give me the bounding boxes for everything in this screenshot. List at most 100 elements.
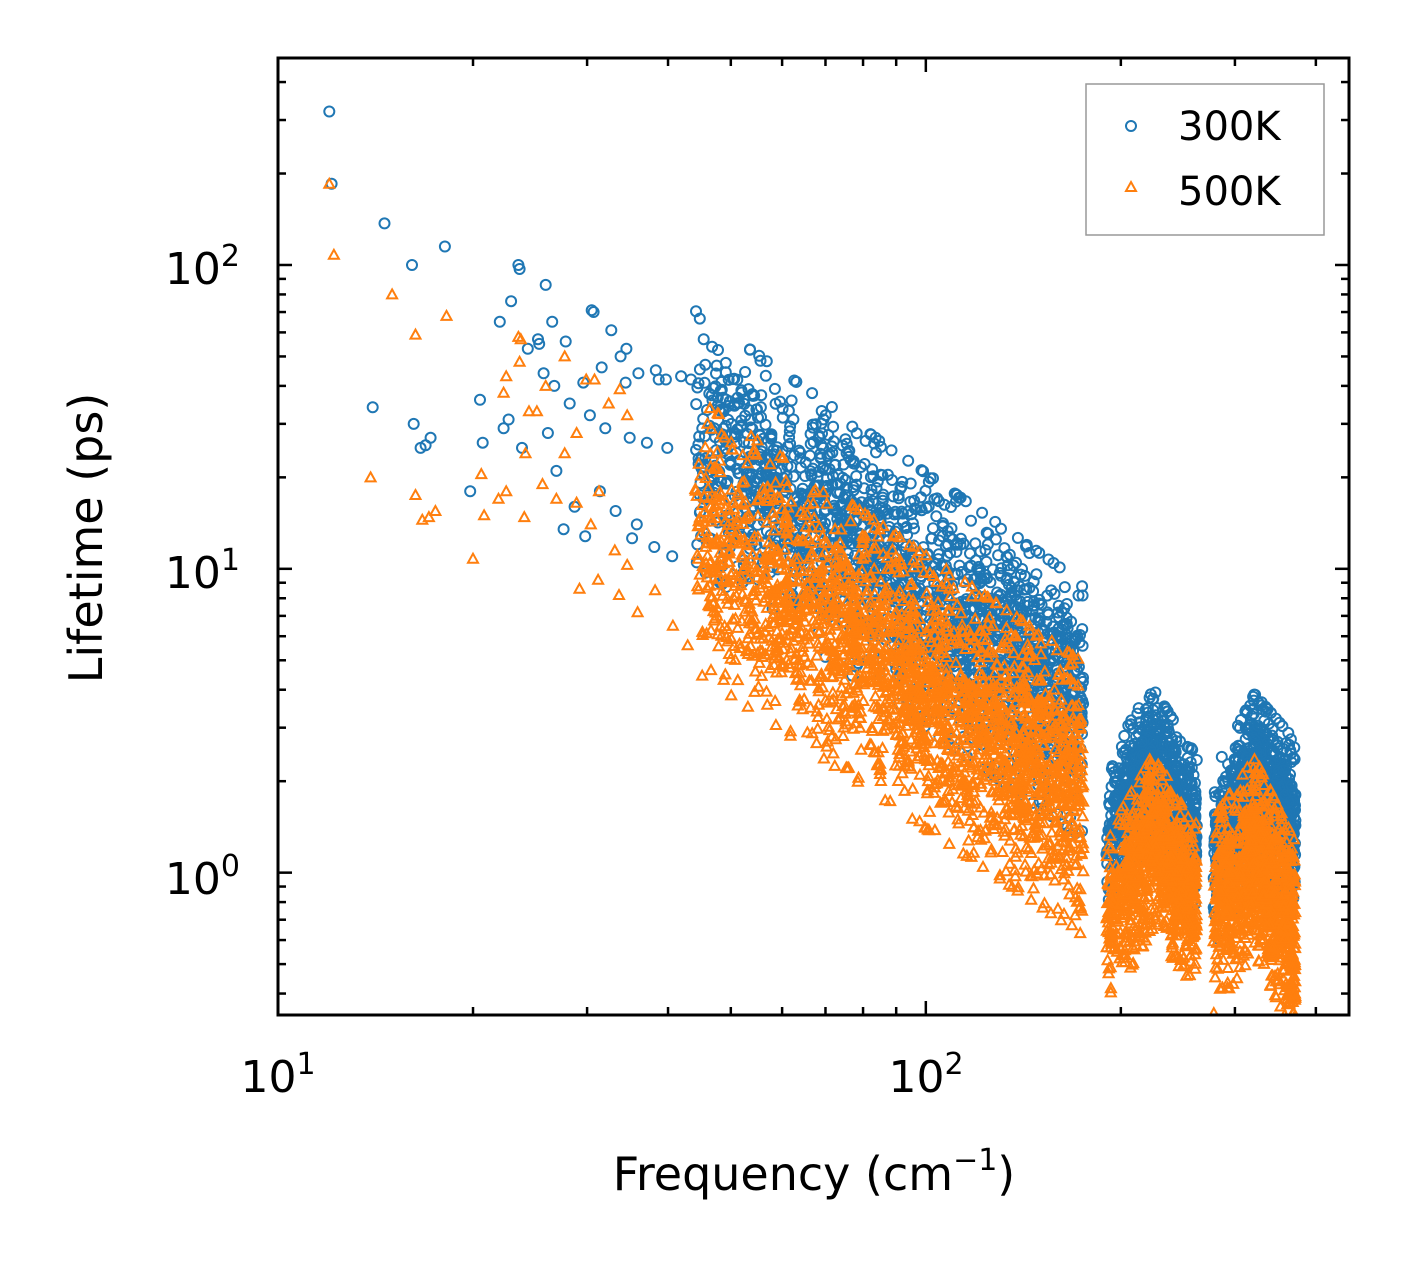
data-point	[406, 259, 418, 271]
data-point	[751, 476, 764, 489]
data-point	[721, 476, 733, 489]
data-point	[827, 420, 840, 433]
data-point	[1051, 744, 1066, 757]
data-point	[731, 423, 744, 436]
data-point	[913, 767, 927, 780]
data-point	[1269, 755, 1282, 767]
data-point	[1276, 720, 1289, 733]
data-point	[585, 304, 598, 317]
data-point	[1156, 740, 1169, 753]
data-point	[804, 428, 817, 440]
data-point	[923, 664, 938, 677]
data-point	[1074, 629, 1086, 641]
data-point	[1159, 702, 1172, 715]
data-point	[871, 529, 885, 542]
data-point	[1136, 735, 1148, 748]
data-point	[930, 510, 943, 523]
data-point	[710, 359, 723, 372]
data-point	[936, 772, 950, 785]
data-point	[709, 511, 723, 524]
data-point	[767, 511, 781, 524]
data-point	[995, 522, 1007, 535]
data-point	[1155, 746, 1168, 759]
data-point	[1030, 568, 1043, 581]
data-point	[505, 295, 518, 308]
data-point	[835, 508, 848, 521]
data-point	[939, 562, 953, 575]
data-point	[887, 641, 901, 654]
data-point	[768, 475, 783, 488]
data-point	[1076, 589, 1089, 602]
data-point	[944, 547, 957, 559]
data-point	[1227, 766, 1240, 779]
data-point	[823, 448, 836, 460]
data-point	[493, 315, 506, 328]
data-point	[719, 419, 732, 432]
data-point	[648, 541, 661, 553]
data-point	[1168, 747, 1181, 760]
data-point	[694, 468, 708, 481]
data-point	[1019, 840, 1034, 853]
data-point	[874, 468, 887, 481]
data-point	[939, 559, 952, 572]
data-point	[741, 572, 756, 585]
data-point	[1003, 833, 1017, 846]
data-point	[744, 343, 756, 356]
data-point	[877, 488, 890, 501]
data-point	[961, 833, 976, 846]
data-point	[897, 783, 912, 796]
data-point	[825, 440, 838, 453]
data-point	[701, 481, 715, 494]
data-point	[1132, 702, 1145, 715]
data-point	[587, 306, 600, 318]
data-point	[595, 361, 608, 374]
data-point	[1016, 614, 1030, 627]
data-point	[1283, 773, 1295, 786]
data-point	[1287, 753, 1300, 766]
data-point	[366, 401, 379, 414]
data-point	[1021, 599, 1034, 612]
data-point	[1007, 559, 1020, 572]
data-point	[699, 470, 713, 483]
data-point	[774, 395, 786, 408]
data-point	[464, 485, 477, 498]
data-point	[998, 542, 1011, 555]
data-point	[793, 572, 807, 585]
data-point	[1285, 779, 1298, 792]
data-point	[706, 340, 719, 353]
data-point	[1073, 926, 1087, 939]
data-point	[843, 514, 858, 527]
data-point	[858, 482, 871, 495]
data-point	[731, 373, 744, 386]
data-point	[755, 389, 768, 402]
data-point	[1052, 599, 1065, 612]
data-point	[963, 813, 977, 826]
data-point	[974, 832, 988, 845]
data-point	[870, 482, 883, 494]
data-point	[955, 566, 968, 578]
data-point	[1027, 599, 1040, 612]
data-point	[620, 342, 633, 355]
data-point	[583, 409, 596, 422]
data-point	[809, 532, 824, 545]
data-point	[614, 350, 627, 363]
data-point	[1068, 858, 1082, 871]
data-point	[820, 479, 833, 492]
data-point	[419, 439, 432, 452]
data-point	[771, 441, 784, 454]
data-point	[839, 433, 852, 446]
data-point	[619, 376, 632, 389]
data-point	[1062, 725, 1076, 738]
data-point	[1234, 721, 1246, 734]
data-point	[841, 489, 854, 502]
data-point	[951, 537, 963, 550]
data-point	[1026, 881, 1041, 894]
data-point	[763, 457, 777, 470]
data-point	[1122, 719, 1135, 732]
data-point	[933, 646, 947, 659]
data-point	[521, 342, 534, 355]
data-point	[1167, 777, 1180, 790]
data-point	[1188, 777, 1201, 789]
data-point	[907, 560, 921, 573]
